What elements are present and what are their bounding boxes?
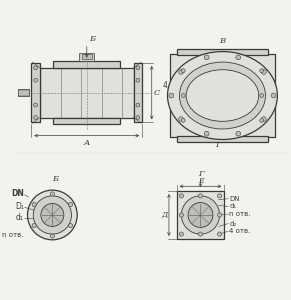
Bar (53, 118, 120, 124)
Bar (82, 54, 92, 59)
Bar (177, 136, 268, 142)
Circle shape (181, 69, 185, 73)
Text: Б: Б (89, 35, 95, 43)
Circle shape (217, 213, 222, 217)
Circle shape (204, 55, 209, 60)
Text: d₂: d₂ (229, 220, 236, 226)
Circle shape (198, 194, 203, 198)
Circle shape (179, 70, 184, 74)
Text: DN: DN (229, 196, 240, 202)
Text: Д: Д (161, 211, 168, 219)
Circle shape (179, 117, 184, 122)
Circle shape (198, 232, 203, 236)
Circle shape (34, 116, 38, 119)
Circle shape (204, 131, 209, 136)
Text: n отв.: n отв. (2, 232, 24, 238)
Bar (40, 68, 134, 118)
Ellipse shape (186, 70, 259, 121)
Ellipse shape (180, 62, 265, 129)
Circle shape (136, 103, 140, 107)
Circle shape (181, 196, 220, 234)
Circle shape (34, 103, 38, 107)
Circle shape (136, 78, 140, 82)
Bar (177, 191, 224, 239)
Circle shape (32, 202, 36, 207)
Bar (18, 89, 29, 97)
Bar (53, 61, 120, 68)
Text: d₁: d₁ (229, 203, 236, 209)
Circle shape (68, 224, 73, 228)
Circle shape (34, 78, 38, 82)
Text: 4 отв.: 4 отв. (229, 228, 251, 234)
Text: Е: Е (198, 177, 203, 185)
Circle shape (169, 93, 174, 98)
Circle shape (217, 194, 222, 198)
Circle shape (188, 202, 213, 227)
Circle shape (136, 66, 140, 70)
Circle shape (260, 69, 264, 73)
Circle shape (179, 213, 183, 217)
Circle shape (32, 224, 36, 228)
Circle shape (50, 192, 54, 196)
Circle shape (181, 118, 185, 122)
Bar (31, 63, 40, 122)
Text: d₁: d₁ (16, 213, 24, 222)
Circle shape (260, 118, 264, 122)
Circle shape (34, 66, 38, 70)
Text: С: С (154, 89, 160, 97)
Circle shape (217, 232, 222, 236)
Bar (79, 52, 94, 61)
Text: В: В (219, 37, 226, 45)
Ellipse shape (168, 52, 277, 140)
Circle shape (41, 203, 64, 226)
Circle shape (261, 117, 266, 122)
Circle shape (179, 232, 183, 236)
Bar (177, 49, 268, 56)
Bar (170, 54, 274, 136)
Text: DN: DN (11, 190, 24, 199)
Circle shape (179, 194, 183, 198)
Text: А: А (84, 139, 90, 146)
Text: Г: Г (215, 141, 221, 149)
Text: Г: Г (198, 170, 203, 178)
Circle shape (28, 190, 77, 240)
Text: D₁: D₁ (15, 202, 24, 211)
Circle shape (236, 131, 241, 136)
Circle shape (181, 94, 185, 98)
Circle shape (50, 234, 54, 238)
Text: Б: Б (52, 176, 58, 183)
Bar (224, 86, 251, 105)
Circle shape (261, 70, 266, 74)
Circle shape (33, 196, 72, 234)
Bar (134, 63, 142, 122)
Circle shape (260, 94, 264, 98)
Text: 4: 4 (163, 82, 168, 91)
Circle shape (68, 202, 73, 207)
Circle shape (136, 116, 140, 119)
Text: n отв.: n отв. (229, 211, 251, 217)
Circle shape (271, 93, 276, 98)
Circle shape (236, 55, 241, 60)
